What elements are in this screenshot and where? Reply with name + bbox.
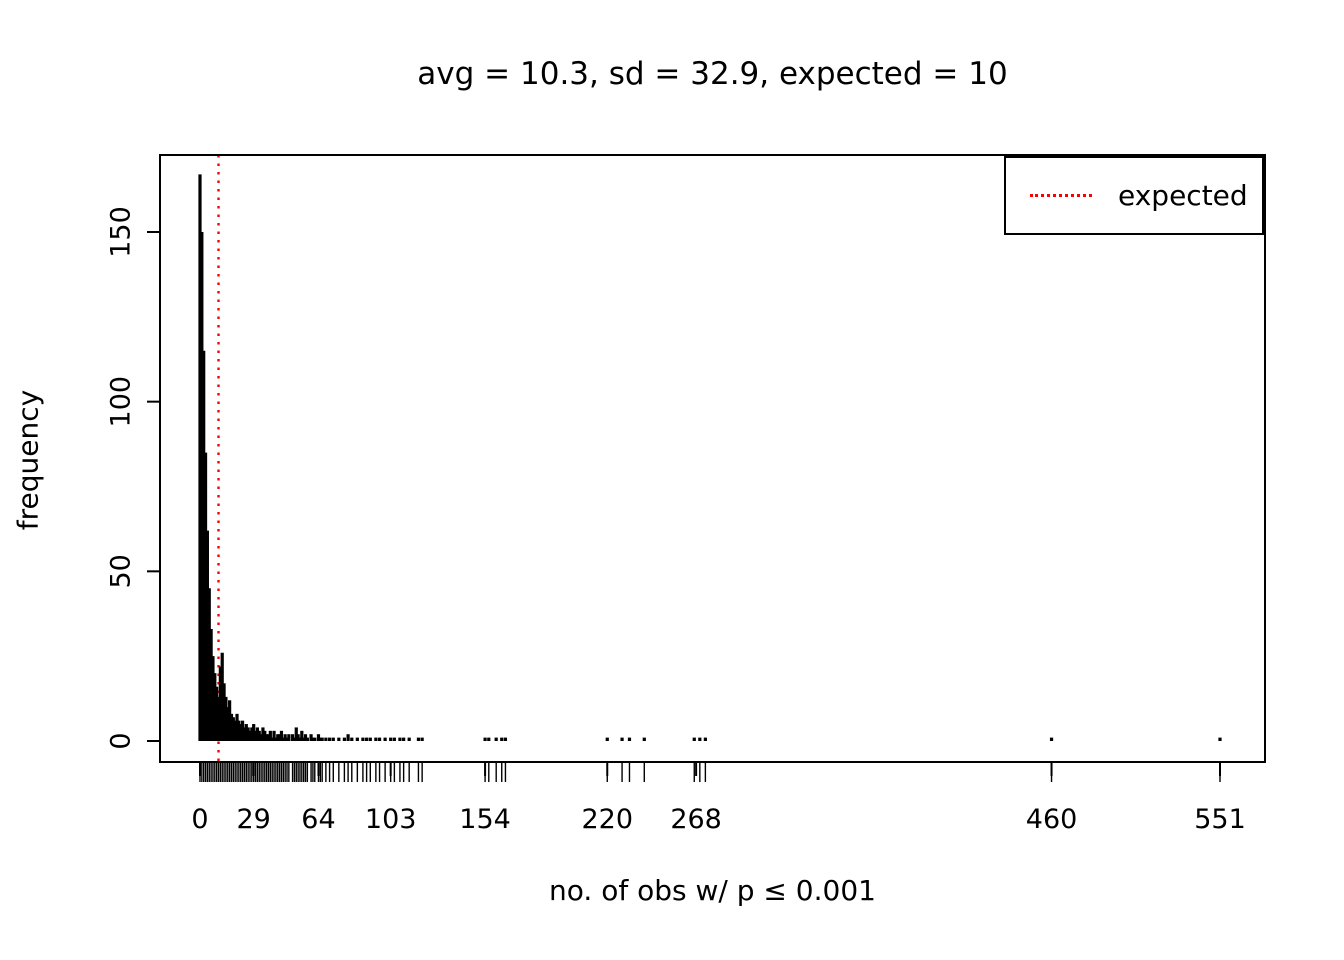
legend-label: expected xyxy=(1118,179,1248,212)
expected-line-sample-icon xyxy=(1030,194,1092,197)
x-tick-label: 154 xyxy=(459,804,511,835)
x-tick-label: 103 xyxy=(365,804,417,835)
x-tick-label: 268 xyxy=(670,804,722,835)
x-axis-label: no. of obs w/ p ≤ 0.001 xyxy=(549,874,876,907)
plot-box xyxy=(159,154,1266,763)
y-tick-label: 0 xyxy=(106,732,137,749)
y-tick-label: 150 xyxy=(106,206,137,258)
chart-title: avg = 10.3, sd = 32.9, expected = 10 xyxy=(417,56,1008,92)
y-tick-label: 50 xyxy=(106,554,137,588)
x-tick-label: 0 xyxy=(191,804,208,835)
legend: expected xyxy=(1004,156,1264,235)
x-tick-label: 220 xyxy=(581,804,633,835)
x-tick-label: 29 xyxy=(237,804,271,835)
x-tick-label: 460 xyxy=(1026,804,1078,835)
x-tick-label: 64 xyxy=(301,804,335,835)
x-tick-label: 551 xyxy=(1194,804,1246,835)
y-tick-label: 100 xyxy=(106,376,137,428)
